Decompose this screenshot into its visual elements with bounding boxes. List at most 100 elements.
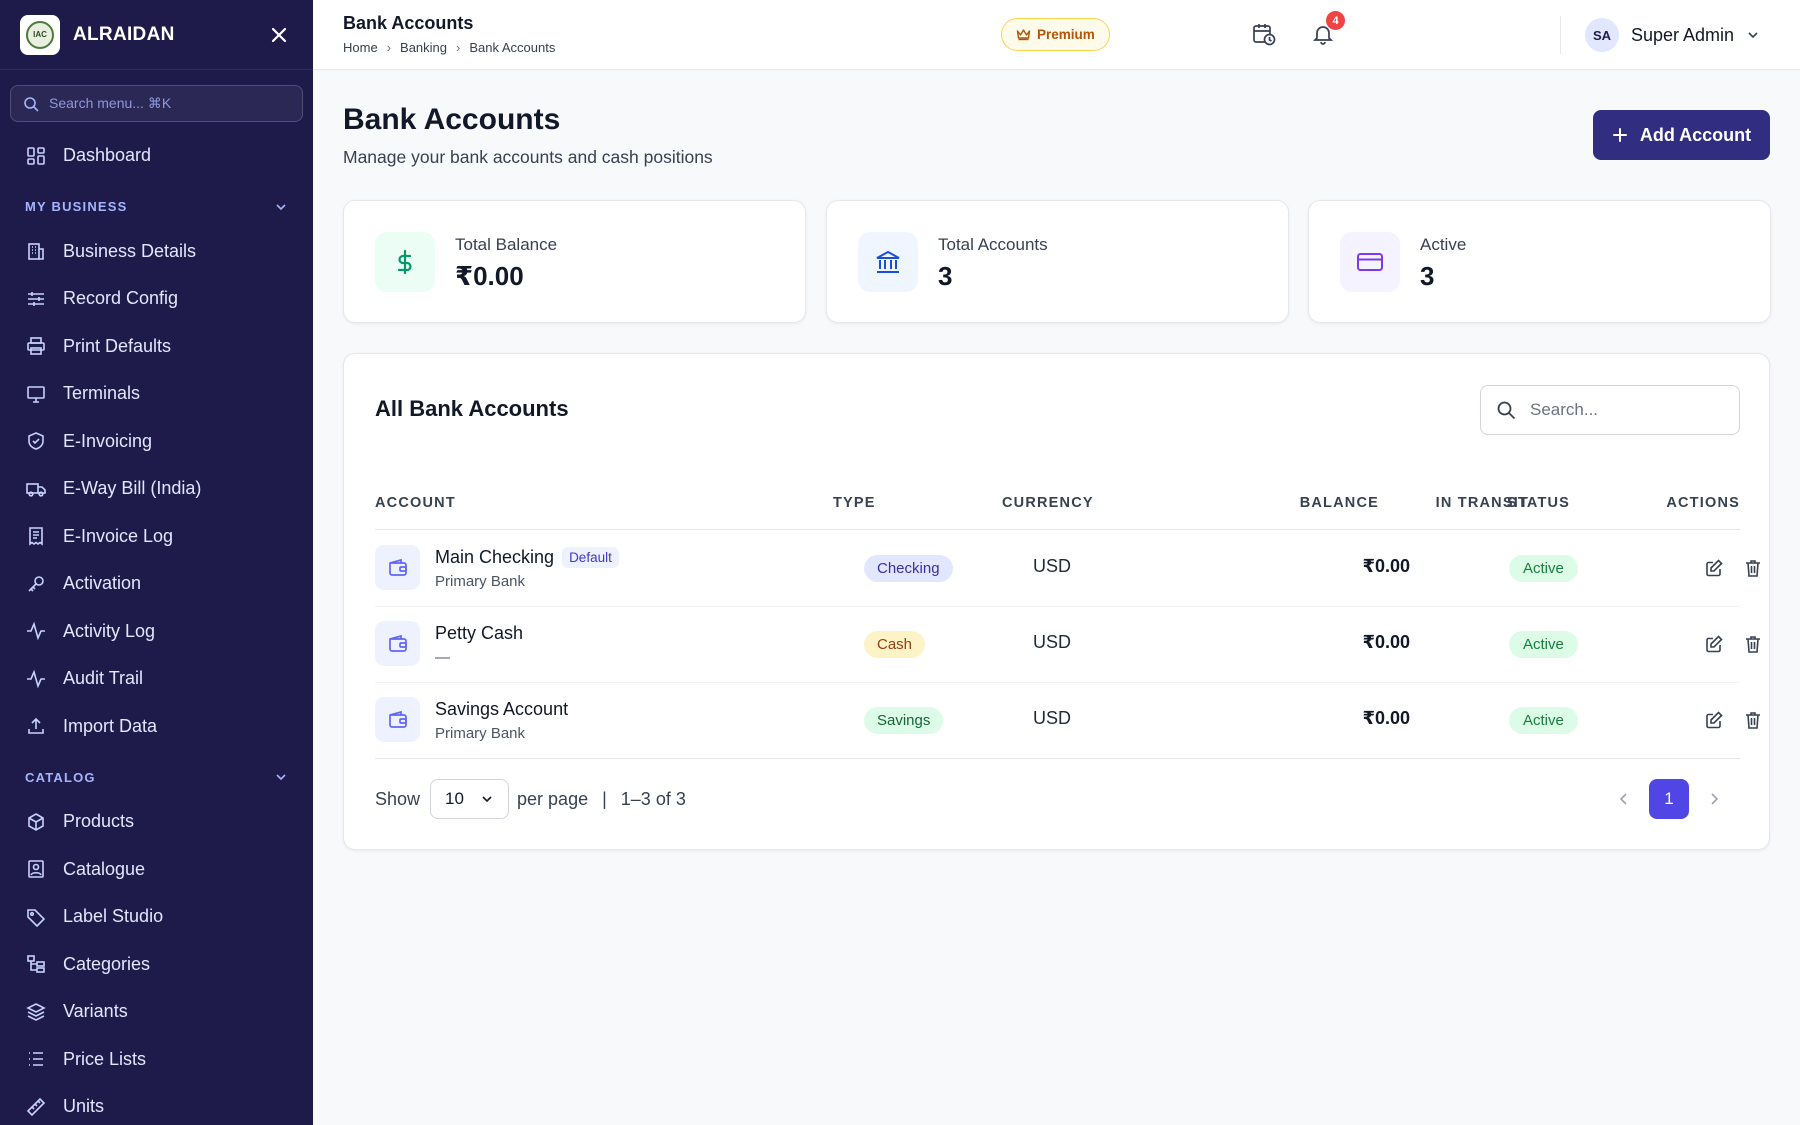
calendar-clock-icon: [1253, 24, 1276, 46]
page-range: 1–3 of 3: [620, 788, 686, 809]
table-bottom-line: [375, 758, 1740, 759]
sidebar-item-label: Audit Trail: [63, 668, 144, 689]
sidebar-item-audit-trail[interactable]: Audit Trail: [0, 655, 313, 703]
column-header-status[interactable]: STATUS: [1507, 495, 1571, 511]
breadcrumb: Home › Banking › Bank Accounts: [343, 40, 555, 55]
company-logo[interactable]: IAC: [20, 14, 60, 55]
user-menu[interactable]: SA Super Admin: [1585, 18, 1760, 52]
column-header-account[interactable]: ACCOUNT: [375, 495, 456, 511]
calendar-clock-button[interactable]: [1250, 20, 1278, 48]
building-icon: [25, 240, 47, 262]
page-button-current[interactable]: 1: [1649, 779, 1689, 819]
sidebar-item-e-invoice-log[interactable]: E-Invoice Log: [0, 513, 313, 561]
delete-button[interactable]: [1741, 708, 1765, 732]
breadcrumb-home[interactable]: Home: [343, 40, 378, 55]
sidebar-item-label: Business Details: [63, 240, 197, 261]
type-badge: Checking: [864, 555, 953, 582]
column-header-type[interactable]: TYPE: [833, 495, 876, 511]
sidebar-item-print-defaults[interactable]: Print Defaults: [0, 323, 313, 371]
sidebar-item-catalogue[interactable]: Catalogue: [0, 846, 313, 894]
upload-icon: [25, 715, 47, 737]
prev-page-button[interactable]: [1609, 779, 1639, 819]
bank-icon: [858, 232, 918, 292]
wallet-icon: [375, 545, 420, 590]
column-header-in-transit[interactable]: IN TRANSIT: [1435, 495, 1529, 511]
column-header-currency[interactable]: CURRENCY: [1002, 495, 1094, 511]
account-bank: Primary Bank: [435, 573, 526, 590]
notifications-button[interactable]: 4: [1309, 11, 1345, 48]
default-badge: Default: [562, 547, 619, 568]
chevron-left-icon: [1619, 793, 1627, 805]
section-catalog[interactable]: CATALOG: [0, 756, 313, 798]
sidebar-item-products[interactable]: Products: [0, 798, 313, 846]
stat-card-total-accounts: Total Accounts 3: [826, 200, 1289, 323]
stat-card-active: Active 3: [1308, 200, 1771, 323]
wallet-icon: [375, 697, 420, 742]
sidebar-search-placeholder: Search menu... ⌘K: [49, 95, 172, 111]
chevron-down-icon: [276, 203, 286, 210]
sidebar-item-activation[interactable]: Activation: [0, 560, 313, 608]
top-bar: Bank Accounts Home › Banking › Bank Acco…: [313, 0, 1800, 70]
sidebar-item-business-details[interactable]: Business Details: [0, 228, 313, 276]
sidebar-search-input[interactable]: Search menu... ⌘K: [10, 85, 303, 122]
sidebar-item-label: Activity Log: [63, 620, 156, 641]
table-search-input[interactable]: Search...: [1480, 385, 1740, 435]
crown-icon: [1016, 29, 1031, 41]
section-my-business[interactable]: MY BUSINESS: [0, 186, 313, 228]
account-name: Main Checking Default: [435, 547, 619, 568]
delete-button[interactable]: [1741, 632, 1765, 656]
balance-cell: ₹0.00: [1362, 708, 1410, 728]
sidebar-item-e-way-bill[interactable]: E-Way Bill (India): [0, 465, 313, 513]
sidebar-item-activity-log[interactable]: Activity Log: [0, 608, 313, 656]
sidebar-item-price-lists[interactable]: Price Lists: [0, 1036, 313, 1084]
list-icon: [25, 1048, 47, 1070]
account-name: Petty Cash: [435, 623, 523, 644]
breadcrumb-current: Bank Accounts: [469, 40, 556, 55]
sidebar-item-import-data[interactable]: Import Data: [0, 703, 313, 751]
sidebar-brand: IAC ALRAIDAN: [0, 0, 313, 70]
dashboard-icon: [25, 145, 47, 167]
account-bank: Primary Bank: [435, 725, 526, 742]
sidebar-item-label: Label Studio: [63, 906, 164, 927]
delete-button[interactable]: [1741, 556, 1765, 580]
trash-icon: [1746, 560, 1760, 577]
avatar: SA: [1585, 18, 1619, 52]
table-row[interactable]: Savings Account Primary Bank Savings USD…: [375, 682, 1760, 758]
currency-cell: USD: [1033, 632, 1072, 652]
tree-icon: [25, 953, 47, 975]
stat-label: Active: [1420, 235, 1467, 254]
edit-button[interactable]: [1702, 708, 1726, 732]
edit-button[interactable]: [1702, 556, 1726, 580]
show-label: Show: [375, 788, 421, 809]
table-row[interactable]: Petty Cash — Cash USD ₹0.00 — Active: [375, 606, 1760, 682]
edit-button[interactable]: [1702, 632, 1726, 656]
next-page-button[interactable]: [1699, 779, 1729, 819]
sidebar-item-record-config[interactable]: Record Config: [0, 275, 313, 323]
sidebar: IAC ALRAIDAN Search menu... ⌘K Dashboard…: [0, 0, 313, 1125]
row-divider: [375, 606, 1740, 607]
sidebar-item-units[interactable]: Units: [0, 1083, 313, 1125]
stat-label: Total Balance: [455, 235, 558, 254]
layers-icon: [25, 1001, 47, 1023]
column-header-balance[interactable]: BALANCE: [1299, 495, 1379, 511]
premium-label: Premium: [1037, 27, 1095, 42]
sidebar-item-label-studio[interactable]: Label Studio: [0, 893, 313, 941]
sidebar-item-categories[interactable]: Categories: [0, 941, 313, 989]
premium-badge[interactable]: Premium: [1001, 18, 1110, 51]
plus-icon: [1612, 128, 1627, 142]
per-page-select[interactable]: 10: [430, 779, 510, 819]
table-row[interactable]: Main Checking Default Primary Bank Check…: [375, 530, 1760, 606]
breadcrumb-banking[interactable]: Banking: [400, 40, 448, 55]
sidebar-item-label: Record Config: [63, 288, 179, 309]
sidebar-item-e-invoicing[interactable]: E-Invoicing: [0, 418, 313, 466]
header-divider: [1560, 16, 1561, 54]
per-page-value: 10: [445, 789, 464, 808]
sidebar-item-terminals[interactable]: Terminals: [0, 370, 313, 418]
chevron-right-icon: ›: [386, 40, 392, 55]
sidebar-item-dashboard[interactable]: Dashboard: [0, 132, 313, 180]
add-account-button[interactable]: Add Account: [1593, 110, 1770, 160]
close-sidebar-button[interactable]: [265, 21, 293, 49]
activity-icon: [25, 668, 47, 690]
sidebar-item-variants[interactable]: Variants: [0, 988, 313, 1036]
monitor-icon: [25, 383, 47, 405]
